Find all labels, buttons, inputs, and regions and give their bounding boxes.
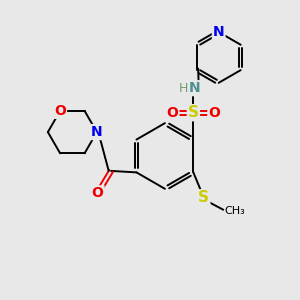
Text: N: N xyxy=(91,125,103,139)
Text: N: N xyxy=(189,81,201,95)
Text: S: S xyxy=(188,105,199,120)
Text: H: H xyxy=(179,82,188,95)
Text: O: O xyxy=(54,104,66,118)
Text: O: O xyxy=(208,106,220,120)
Text: O: O xyxy=(92,186,103,200)
Text: CH₃: CH₃ xyxy=(225,206,245,216)
Text: S: S xyxy=(198,190,209,205)
Text: O: O xyxy=(167,106,178,120)
Text: N: N xyxy=(213,25,224,39)
